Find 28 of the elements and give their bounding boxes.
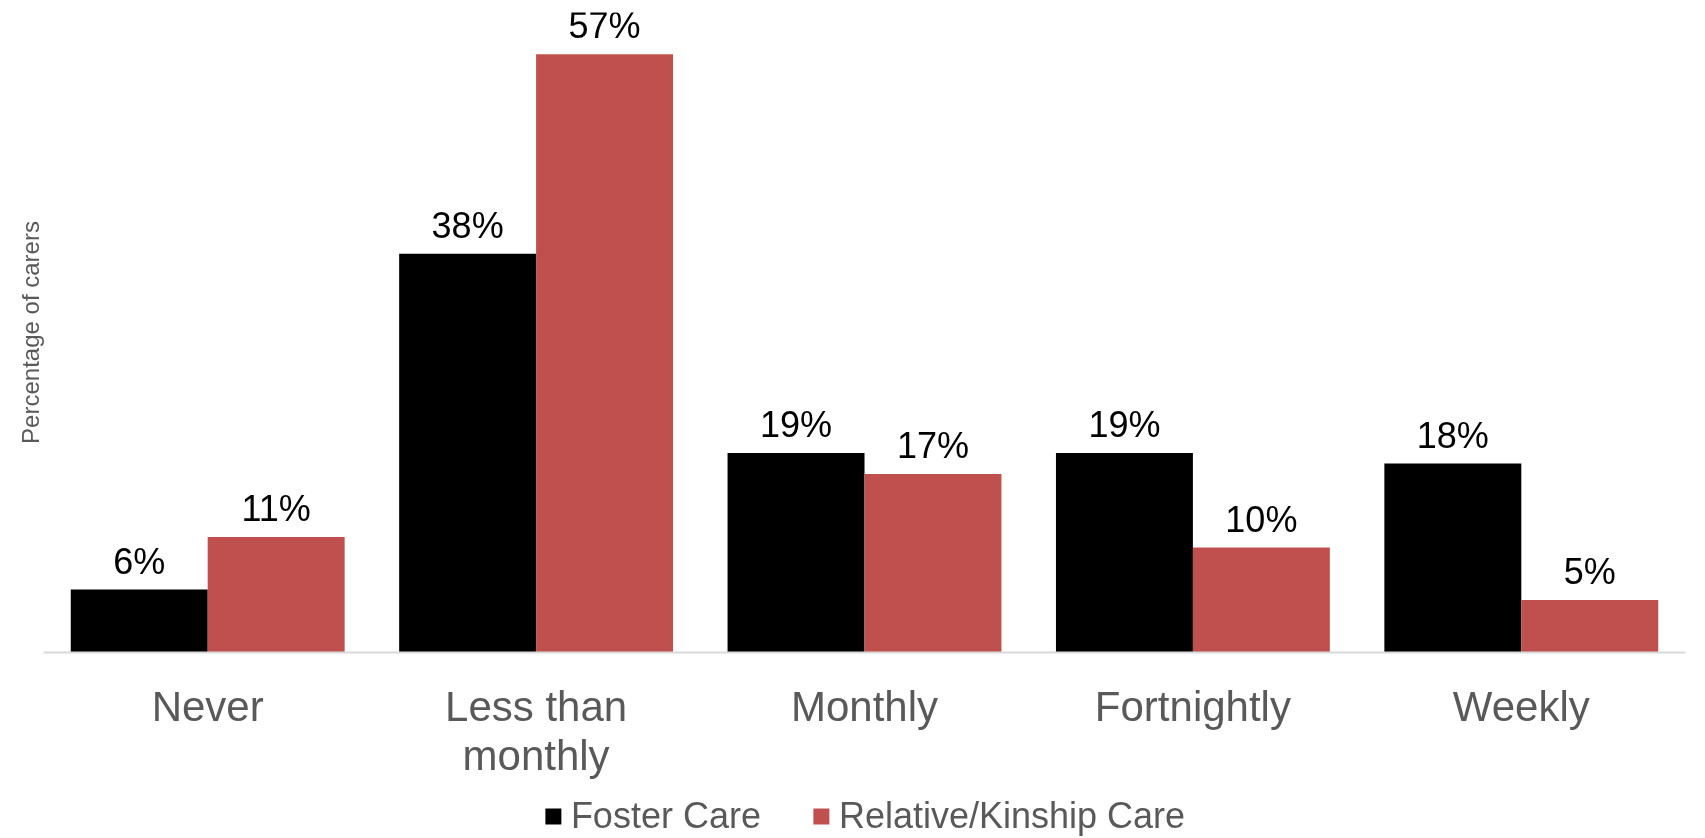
data-label: 17% <box>896 425 970 467</box>
data-label: 38% <box>431 204 504 246</box>
bar <box>1055 453 1193 653</box>
x-tick-label: Weekly <box>1452 682 1590 730</box>
y-axis-title: Percentage of carers <box>16 221 44 444</box>
data-label: 11% <box>241 488 311 530</box>
x-tick-label: Monthly <box>790 682 939 730</box>
data-label: 18% <box>1416 414 1489 456</box>
x-tick-label: Less than monthly <box>445 682 628 779</box>
bar <box>727 453 865 653</box>
data-label: 19% <box>1088 404 1161 446</box>
x-tick-label: Never <box>151 682 264 730</box>
data-label: 57% <box>568 5 641 47</box>
data-label: 6% <box>113 540 166 582</box>
legend-label: Relative/Kinship Care <box>838 795 1186 837</box>
bar <box>70 589 208 653</box>
bar <box>864 474 1002 653</box>
data-label: 10% <box>1225 498 1298 540</box>
data-label: 19% <box>760 404 833 446</box>
bar <box>536 54 674 653</box>
bar <box>1521 600 1659 653</box>
x-tick-label: Fortnightly <box>1094 682 1291 730</box>
bar <box>1384 463 1522 653</box>
bar <box>1192 547 1330 653</box>
legend-label: Foster Care <box>570 795 761 837</box>
data-label: 5% <box>1563 551 1616 593</box>
bar <box>399 253 537 653</box>
bar <box>207 537 345 653</box>
